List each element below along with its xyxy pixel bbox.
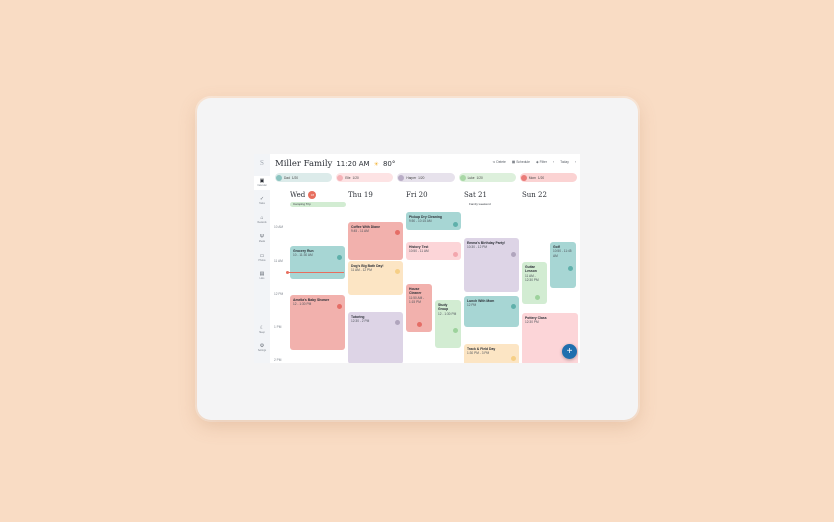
event-card[interactable]: House Cleaner 11:50 AM - 1:15 PM [406,284,432,332]
sidebar-item-settings[interactable]: ⚙ Settings [254,343,270,353]
list-icon: ▤ [259,271,265,277]
person-avatar-icon [453,222,458,227]
event-card[interactable]: Study Group 12 - 1:30 PM [435,300,461,348]
sidebar: S ▣ Calendar ✓ Tasks ⌂ Rewards Ψ Meals ▭… [254,154,270,363]
sidebar-item-lists[interactable]: ▤ Lists [254,271,270,281]
person-filter-mom[interactable]: Mom 1/20 [519,173,578,182]
prev-week-button[interactable]: ‹ [552,160,555,164]
app-logo: S [260,159,264,167]
avatar [398,174,405,181]
gear-icon: ⚙ [259,343,265,349]
event-card[interactable]: Grocery Run 10 - 11:30 AM [290,246,345,279]
event-card[interactable]: Golf 10:50 - 11:45 AM [550,242,576,288]
current-time: 11:20 AM [336,160,370,168]
avatar [276,174,282,181]
utensils-icon: Ψ [259,234,265,240]
person-avatar-icon [453,252,458,257]
time-label: 11 AM [274,259,283,263]
person-filter-elle[interactable]: Elle 1/20 [336,173,394,182]
day-header-wed[interactable]: Wed 18 [290,191,348,199]
rewards-icon: ⌂ [260,215,264,221]
sidebar-item-rewards[interactable]: ⌂ Rewards [254,215,270,225]
family-title: Miller Family [275,159,333,169]
delete-icon: ⋖ [492,160,496,164]
event-card[interactable]: Lunch With Mom 12 PM [464,296,519,327]
avatar [459,174,466,181]
schedule-button[interactable]: ▦ Schedule [511,160,530,164]
moon-icon: ☾ [259,325,265,331]
check-icon: ✓ [259,196,265,202]
header: Miller Family 11:20 AM ☀ 80° [275,157,395,171]
person-filter-harper[interactable]: Harper 1/20 [397,173,455,182]
filter-button[interactable]: ◈ Filter [535,160,547,164]
event-card[interactable]: Track & Field Day 1:30 PM - 3 PM [464,344,519,363]
sidebar-item-tasks[interactable]: ✓ Tasks [254,196,270,206]
event-card[interactable]: History Test 10:50 - 11 AM [406,242,461,260]
current-time-indicator [287,272,344,273]
time-label: 1 PM [274,325,282,329]
day-header-thu[interactable]: Thu 19 [348,191,373,199]
person-avatar-icon [395,230,400,235]
current-time-dot [286,270,289,274]
day-header-sun[interactable]: Sun 22 [522,191,547,199]
delete-button[interactable]: ⋖ Delete [492,160,506,164]
calendar-icon: ▣ [259,178,265,184]
temperature: 80° [382,160,396,168]
person-avatar-icon [535,295,540,300]
sidebar-item-sleep[interactable]: ☾ Sleep [254,325,270,335]
sidebar-item-calendar[interactable]: ▣ Calendar [254,176,270,190]
person-avatar-icon [337,255,342,260]
toolbar: ⋖ Delete ▦ Schedule ◈ Filter ‹ Today › [492,160,576,164]
event-card[interactable]: Guitar Lesson 11 AM - 12:30 PM [522,262,547,304]
event-card[interactable]: Pickup Dry Cleaning 9:50 - 10:15 AM [406,212,461,230]
today-badge: 18 [308,191,317,199]
sun-cloud-icon: ☀ [373,161,379,168]
schedule-icon: ▦ [511,160,516,164]
sidebar-item-meals[interactable]: Ψ Meals [254,234,270,244]
avatar [337,174,344,181]
all-day-event[interactable]: Camping Trip [290,202,346,207]
time-label: 2 PM [274,358,282,362]
person-avatar-icon [417,322,422,327]
event-card[interactable]: Dog's Big Bath Day! 11 AM - 12 PM [348,261,403,295]
person-avatar-icon [337,304,342,309]
time-label: 12 PM [274,292,284,296]
person-avatar-icon [395,269,400,274]
family-members: Dad 1/20 Elle 1/20 Harper 1/20 Luke 1/20 Mom… [275,173,578,183]
person-filter-luke[interactable]: Luke 1/20 [458,173,516,182]
sidebar-item-photos[interactable]: ▭ Photos [254,253,270,263]
person-avatar-icon [568,266,573,271]
event-card[interactable]: Coffee With Diane 9:45 - 11 AM [348,222,403,260]
all-day-event[interactable]: Family weekend [469,202,491,206]
person-avatar-icon [395,320,400,325]
person-avatar-icon [453,328,458,333]
person-avatar-icon [511,304,516,309]
calendar-app: S ▣ Calendar ✓ Tasks ⌂ Rewards Ψ Meals ▭… [254,154,580,363]
day-header-sat[interactable]: Sat 21 [464,191,487,199]
person-avatar-icon [511,252,516,257]
add-event-button[interactable]: + [562,344,577,359]
person-avatar-icon [511,356,516,361]
day-headers: Wed 18 Thu 19 Fri 20 Sat 21 Sun 22 [290,191,580,199]
photo-frame-icon: ▭ [259,253,265,259]
filter-icon: ◈ [535,160,539,164]
time-label: 10 AM [274,225,284,229]
event-card[interactable]: Amelia's Baby Shower 12 - 1:30 PM [290,295,345,350]
avatar [520,174,527,181]
event-card[interactable]: Emma's Birthday Party! 10:30 - 12 PM [464,238,519,292]
event-card[interactable]: Tutoring 12:30 - 2 PM [348,312,403,363]
day-header-fri[interactable]: Fri 20 [406,191,428,199]
person-filter-dad[interactable]: Dad 1/20 [275,173,333,182]
today-button[interactable]: Today [560,160,569,164]
next-week-button[interactable]: › [574,160,576,164]
